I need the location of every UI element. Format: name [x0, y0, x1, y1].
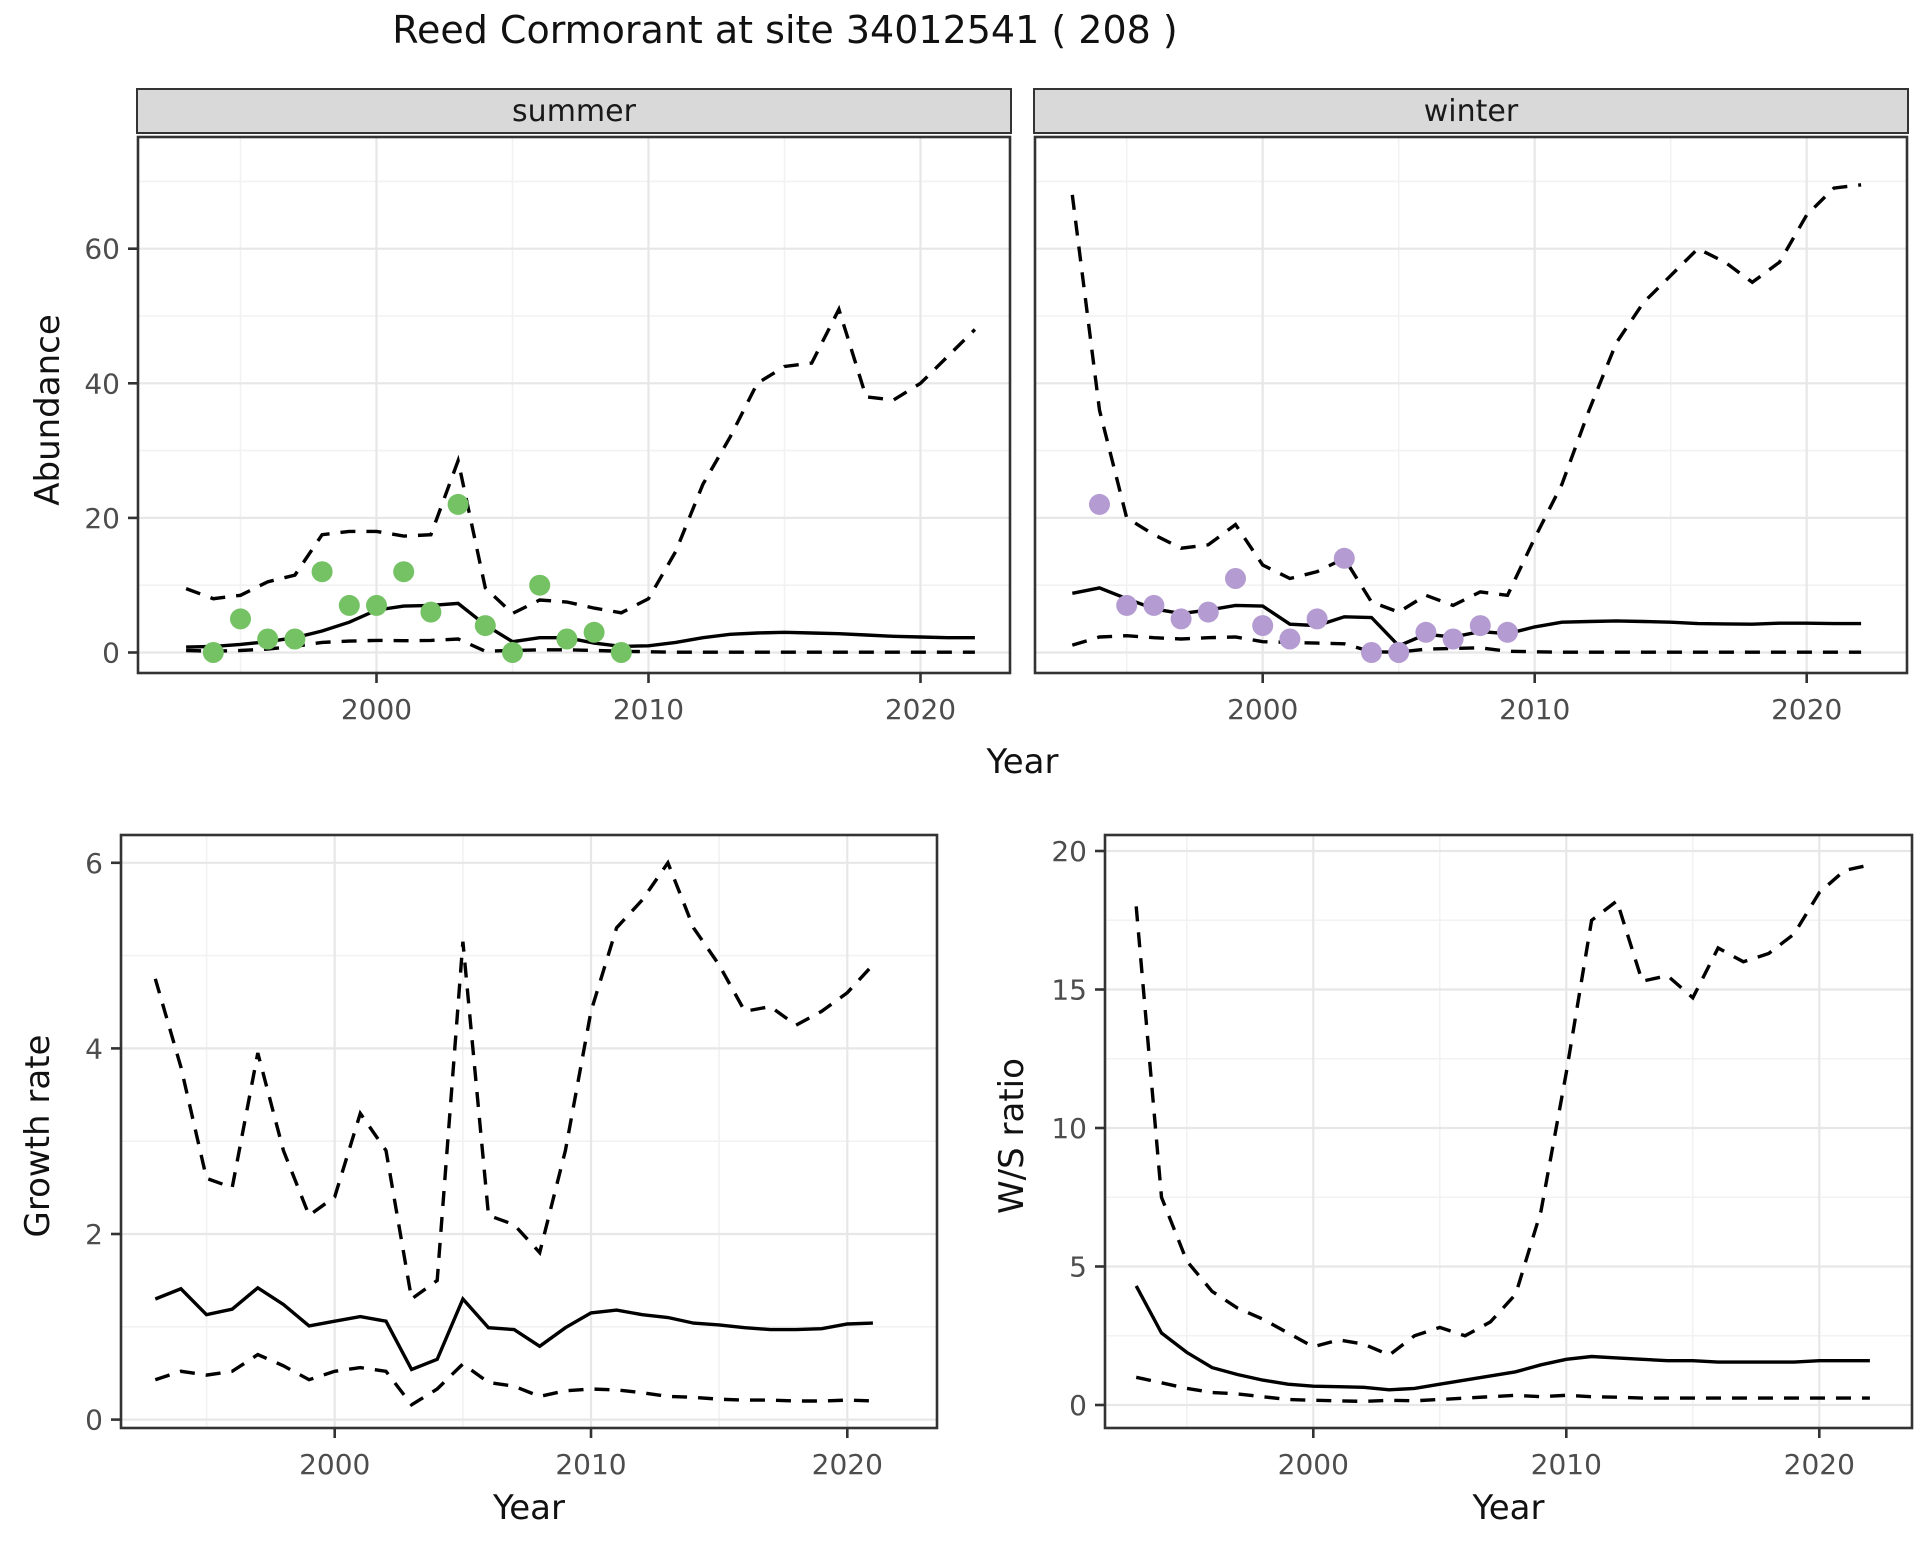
y-tick-label: 10 — [1051, 1112, 1087, 1145]
x-tick-label: 2010 — [1531, 1448, 1602, 1481]
facet-strip-summer: summer — [136, 88, 1012, 134]
panel-abundance-summer: 2000 2010 2020 0 20 40 60 — [84, 135, 1012, 726]
series-growth-rate — [153, 859, 875, 1408]
observed-point — [502, 642, 523, 663]
panel-ws-ratio: 2000 2010 2020 0 5 10 15 20 — [1051, 833, 1914, 1481]
x-tick-label: 2020 — [1784, 1448, 1855, 1481]
y-tick-label: 0 — [85, 1404, 103, 1437]
line-abundance-summer-median — [186, 601, 975, 649]
y-tick-label: 0 — [1069, 1389, 1087, 1422]
y-tick-label: 4 — [85, 1032, 103, 1065]
line-growth-rate-median — [154, 1285, 873, 1372]
line-ws-ratio-lower_ci — [1135, 1375, 1870, 1404]
x-tick-label: 2010 — [1499, 693, 1570, 726]
observed-point — [1279, 628, 1301, 650]
y-tick-label: 20 — [84, 502, 120, 535]
observed-point — [556, 628, 578, 650]
line-growth-rate-lower_ci — [154, 1352, 873, 1408]
observed-point — [474, 615, 496, 637]
observed-point — [1442, 628, 1464, 650]
observed-point — [1415, 621, 1437, 643]
y-tick-label: 15 — [1051, 974, 1087, 1007]
x-tick-label: 2010 — [555, 1448, 626, 1481]
observed-point — [583, 621, 605, 643]
observed-point — [257, 628, 279, 650]
observed-point — [1252, 615, 1274, 637]
observed-point — [202, 642, 224, 663]
series-ws-ratio — [1134, 863, 1871, 1404]
y-tick-label: 60 — [84, 233, 120, 266]
observed-point — [393, 561, 415, 583]
facet-strip-winter: winter — [1033, 88, 1909, 134]
observed-point — [447, 493, 469, 515]
observed-point — [1361, 642, 1382, 663]
y-tick-label: 2 — [85, 1218, 103, 1251]
line-ws-ratio-median — [1134, 1285, 1870, 1392]
series-abundance-summer — [185, 304, 977, 654]
observed-point — [1388, 642, 1410, 663]
x-tick-label: 2010 — [613, 693, 684, 726]
x-tick-label: 2000 — [1227, 693, 1298, 726]
observed-point — [529, 574, 551, 596]
x-tick-label: 2000 — [1278, 1448, 1349, 1481]
observed-point — [1116, 594, 1138, 616]
line-abundance-winter-lower_ci — [1071, 633, 1862, 654]
panel-growth-rate: 2000 2010 2020 0 2 4 6 — [85, 833, 939, 1481]
plot-title: Reed Cormorant at site 34012541 ( 208 ) — [392, 8, 1178, 52]
observed-point — [1306, 608, 1328, 630]
line-abundance-winter-upper_ci — [1070, 183, 1862, 614]
observed-point — [366, 594, 387, 616]
x-tick-label: 2020 — [812, 1448, 883, 1481]
observed-point — [338, 594, 360, 616]
points-abundance-winter — [1089, 493, 1518, 663]
x-axis-title-year-ws: Year — [1472, 1488, 1545, 1528]
y-tick-label: 0 — [102, 637, 120, 670]
line-abundance-summer-lower_ci — [186, 637, 975, 654]
observed-point — [610, 642, 632, 663]
panel-abundance-winter: 2000 2010 2020 — [1033, 135, 1909, 726]
y-tick-label: 6 — [85, 847, 103, 880]
x-tick-label: 2020 — [1771, 693, 1842, 726]
x-tick-label: 2000 — [299, 1448, 370, 1481]
y-tick-label: 20 — [1051, 835, 1087, 868]
x-tick-label: 2020 — [885, 693, 956, 726]
line-ws-ratio-upper_ci — [1134, 863, 1871, 1358]
observed-point — [230, 608, 251, 630]
observed-point — [1197, 601, 1219, 623]
observed-point — [311, 561, 333, 583]
observed-point — [284, 628, 306, 650]
observed-point — [1143, 594, 1165, 616]
observed-point — [420, 601, 442, 623]
x-axis-title-year-growth: Year — [493, 1488, 565, 1528]
points-abundance-summer — [202, 493, 632, 663]
observed-point — [1469, 615, 1491, 637]
y-tick-label: 40 — [84, 367, 120, 400]
observed-point — [1089, 493, 1110, 515]
observed-point — [1333, 547, 1355, 569]
x-tick-label: 2000 — [341, 693, 412, 726]
line-growth-rate-upper_ci — [153, 859, 875, 1302]
y-tick-label: 5 — [1069, 1251, 1087, 1284]
x-axis-title-year-top: Year — [986, 742, 1059, 782]
observed-point — [1497, 621, 1518, 643]
observed-point — [1225, 568, 1246, 589]
observed-point — [1170, 608, 1192, 630]
